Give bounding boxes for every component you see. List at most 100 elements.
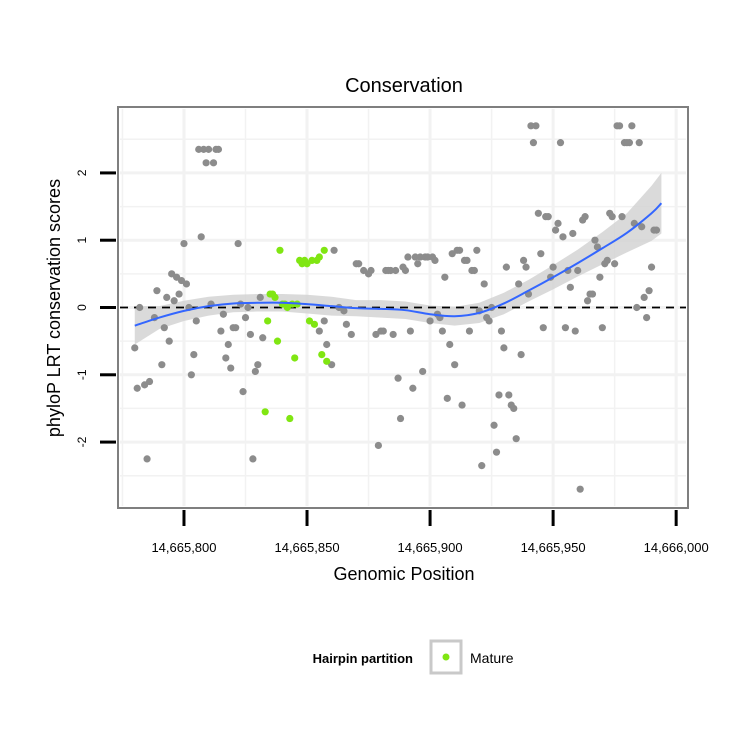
data-point	[512, 435, 520, 443]
data-point-mature	[261, 408, 269, 416]
data-point	[465, 327, 474, 335]
data-point	[443, 394, 451, 402]
data-point-mature	[291, 354, 299, 362]
data-point	[254, 361, 262, 369]
data-point-mature	[315, 253, 323, 261]
data-point	[411, 253, 419, 261]
data-point	[559, 233, 567, 241]
data-point	[246, 330, 255, 339]
data-point	[239, 388, 247, 396]
data-point	[561, 324, 570, 332]
data-point	[583, 297, 592, 305]
data-point	[182, 280, 191, 288]
data-point	[197, 233, 205, 241]
data-point	[241, 313, 250, 322]
data-point	[618, 213, 626, 221]
data-point	[409, 384, 417, 392]
data-point	[470, 266, 478, 275]
legend-key-mature-point	[442, 653, 450, 661]
data-point	[643, 313, 651, 322]
data-point	[497, 327, 506, 335]
data-point	[608, 213, 616, 221]
confidence-ribbon	[134, 172, 662, 345]
data-point	[214, 145, 223, 153]
y-tick-label: -2	[75, 436, 89, 447]
data-point	[635, 139, 643, 147]
data-point	[517, 351, 525, 359]
data-point	[227, 364, 235, 372]
data-point	[554, 219, 562, 227]
data-point	[136, 303, 144, 312]
legend-title: Hairpin partition	[313, 651, 413, 666]
data-point	[416, 253, 424, 261]
data-point	[495, 391, 503, 399]
data-point-mature	[323, 357, 331, 365]
data-point	[485, 317, 493, 325]
data-point	[217, 327, 225, 335]
y-tick-label: 2	[75, 169, 89, 176]
data-point	[143, 455, 151, 463]
data-point	[652, 226, 661, 234]
y-tick-label: 1	[75, 237, 89, 244]
data-point	[551, 226, 560, 234]
data-point	[576, 485, 584, 493]
data-point	[571, 327, 579, 335]
data-point	[532, 122, 540, 130]
points-other	[131, 122, 661, 493]
x-axis: 14,665,800 14,665,850 14,665,900 14,665,950…	[151, 510, 709, 555]
data-point	[396, 414, 405, 423]
data-point	[320, 317, 328, 325]
data-point	[569, 229, 577, 238]
data-point	[478, 462, 486, 470]
confidence-band	[134, 172, 662, 345]
data-point	[340, 307, 348, 315]
data-point	[581, 213, 589, 221]
data-point	[638, 223, 646, 231]
data-point	[256, 293, 264, 302]
data-point	[424, 253, 432, 261]
data-point	[574, 266, 582, 275]
data-point	[549, 263, 557, 271]
data-point	[347, 330, 355, 339]
data-point	[500, 344, 508, 352]
data-point	[200, 145, 208, 153]
data-point	[145, 377, 154, 386]
data-point-mature	[310, 320, 319, 328]
data-point	[593, 243, 602, 251]
data-point	[251, 367, 259, 376]
data-point	[180, 239, 188, 248]
data-point	[426, 317, 434, 325]
data-point	[342, 320, 350, 328]
data-point	[419, 367, 427, 376]
chart-title: Conservation	[345, 75, 463, 97]
data-point	[490, 421, 498, 429]
x-tick-label: 14,665,950	[521, 540, 586, 555]
legend-key-box	[429, 639, 463, 675]
data-point	[522, 263, 530, 271]
data-point	[596, 273, 604, 281]
data-point	[222, 354, 230, 362]
data-point	[633, 303, 641, 312]
data-point	[389, 330, 397, 339]
data-point	[187, 371, 195, 379]
data-point	[628, 122, 636, 130]
data-point	[133, 384, 141, 392]
data-point	[406, 327, 414, 335]
data-point	[224, 340, 232, 349]
data-point	[131, 344, 139, 352]
data-point	[510, 404, 518, 413]
data-point	[355, 260, 363, 268]
data-point	[451, 361, 459, 369]
data-point	[529, 139, 538, 147]
data-point-mature	[264, 317, 272, 325]
data-point-mature	[276, 246, 284, 254]
data-point	[209, 159, 218, 167]
data-point	[645, 287, 653, 295]
data-point	[588, 290, 597, 298]
legend: Hairpin partition Mature	[313, 639, 514, 675]
data-point	[234, 239, 242, 248]
data-point	[195, 145, 203, 153]
data-point	[527, 122, 535, 130]
data-point	[625, 139, 634, 147]
y-tick-label: 0	[75, 304, 89, 311]
